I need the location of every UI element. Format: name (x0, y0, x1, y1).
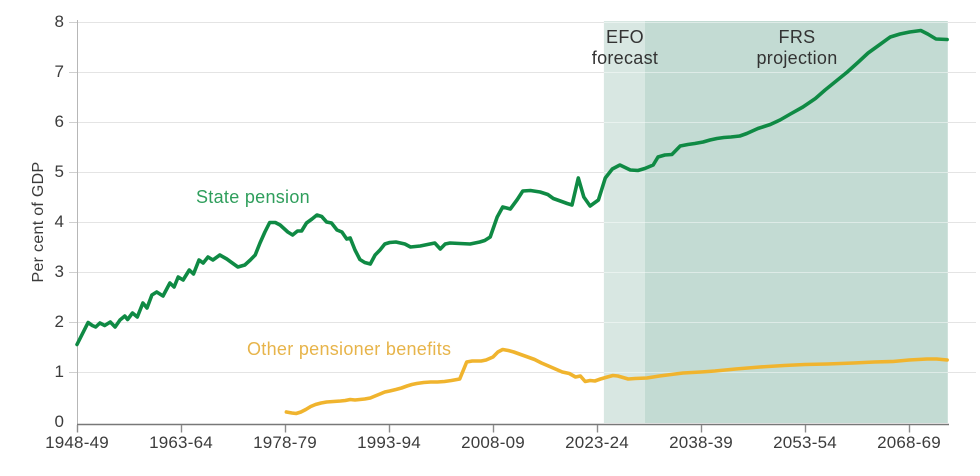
y-tick-label: 6 (54, 112, 64, 131)
frs-projection-label-line2: projection (756, 48, 838, 68)
series-label-state-pension: State pension (196, 187, 310, 207)
series-label-other-pensioner-benefits: Other pensioner benefits (247, 339, 452, 359)
y-tick-label: 8 (54, 12, 64, 31)
y-tick-label: 0 (54, 412, 64, 431)
y-tick-label: 4 (54, 212, 64, 231)
x-tick-label: 1948-49 (45, 433, 109, 452)
efo-forecast-label-line1: EFO (606, 27, 644, 47)
efo-forecast-label-line2: forecast (591, 48, 659, 68)
y-tick-label: 7 (54, 62, 64, 81)
state-pension-line (75, 28, 949, 347)
y-tick-label: 1 (54, 362, 64, 381)
efo-forecast-label: EFO forecast (550, 27, 700, 69)
frs-band (644, 21, 948, 423)
other-pensioner-benefits-line (284, 347, 949, 416)
y-tick-label: 3 (54, 262, 64, 281)
x-tick-label: 2008-09 (461, 433, 525, 452)
frs-projection-label-line1: FRS (778, 27, 816, 47)
x-tick-label: 1993-94 (357, 433, 421, 452)
x-tick-label: 2023-24 (565, 433, 629, 452)
x-tick-label: 2038-39 (669, 433, 733, 452)
x-tick-label: 1978-79 (253, 433, 317, 452)
frs-projection-label: FRS projection (722, 27, 872, 69)
x-tick-label: 2053-54 (773, 433, 837, 452)
y-tick-label: 2 (54, 312, 64, 331)
efo-band (603, 21, 645, 423)
x-tick-label: 1963-64 (149, 433, 213, 452)
y-tick-label: 5 (54, 162, 64, 181)
x-tick-label: 2068-69 (877, 433, 941, 452)
